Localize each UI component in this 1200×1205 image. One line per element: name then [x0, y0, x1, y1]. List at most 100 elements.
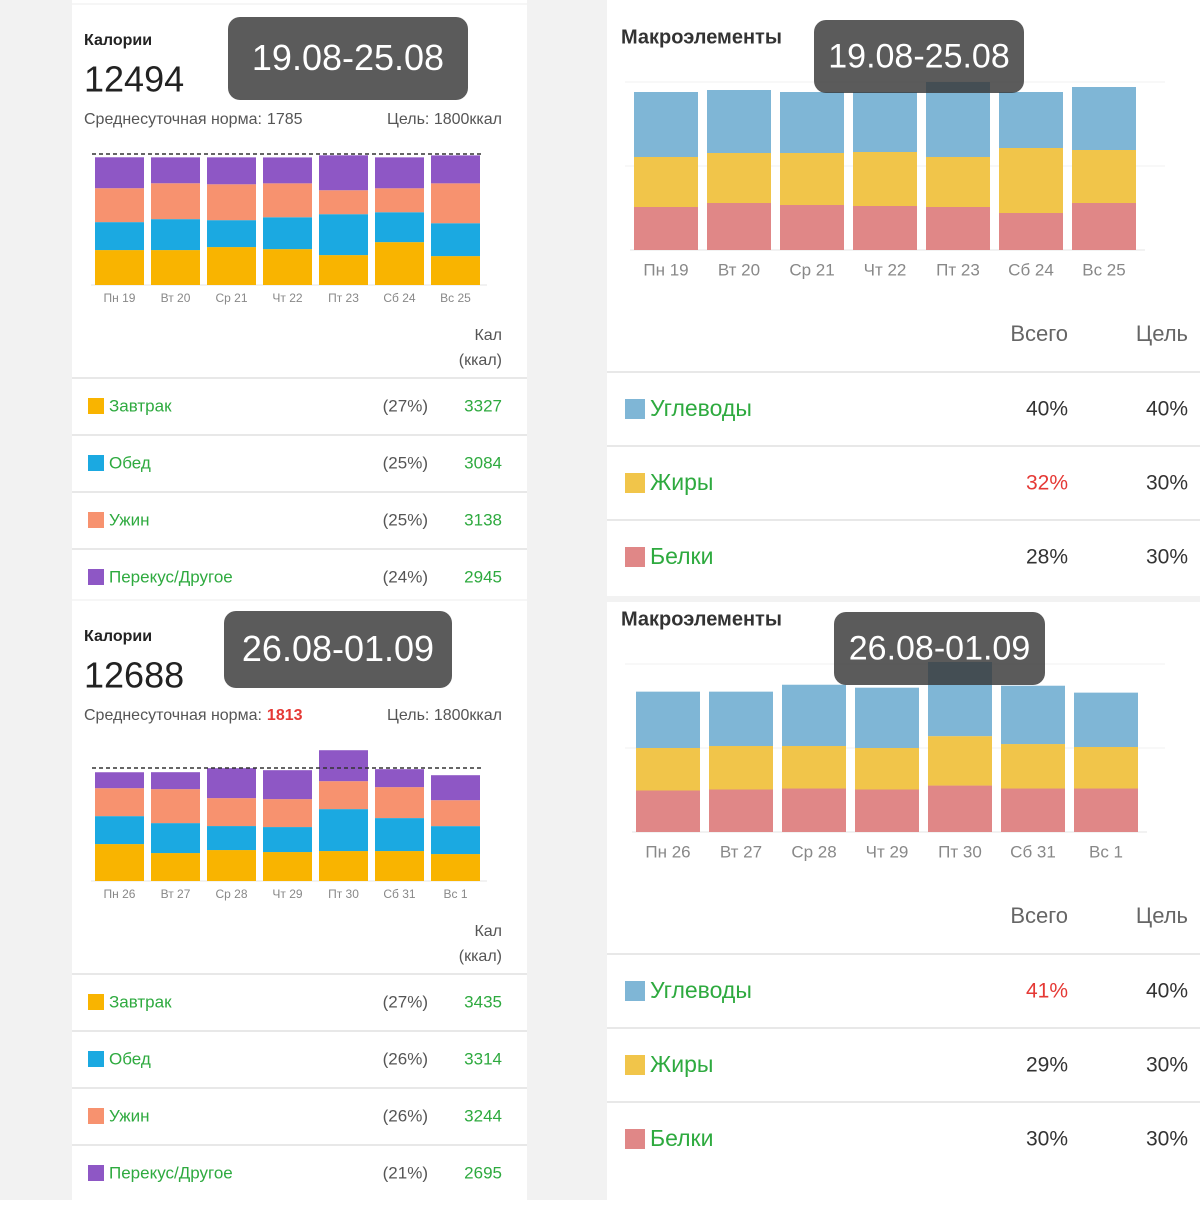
macro-total: 28% [1026, 546, 1068, 569]
bar-segment [95, 250, 144, 285]
x-tick-label: Пт 23 [328, 291, 359, 305]
bar-segment [151, 823, 200, 854]
bar-segment [855, 747, 919, 790]
column-header: (ккал) [459, 948, 502, 965]
bar-segment [375, 787, 424, 819]
legend-swatch [625, 473, 645, 493]
bar-segment [95, 788, 144, 817]
macro-name: Углеводы [650, 977, 752, 1003]
bar-segment [780, 153, 844, 205]
bar-segment [207, 157, 256, 185]
macro-target: 30% [1146, 1054, 1188, 1077]
goal-label: Цель: 1800ккал [387, 111, 502, 128]
bar-segment [263, 799, 312, 828]
goal-label: Цель: 1800ккал [387, 707, 502, 724]
bar-segment [95, 222, 144, 251]
bar-segment [1072, 87, 1136, 150]
bar-segment [1072, 150, 1136, 203]
bar-segment [151, 772, 200, 790]
bar-segment [1074, 788, 1138, 832]
bar-segment [319, 255, 368, 285]
meal-name: Завтрак [109, 396, 172, 415]
bar-segment [95, 816, 144, 845]
macro-name: Жиры [650, 1051, 713, 1077]
bar-segment [853, 92, 917, 152]
bar-segment [634, 207, 698, 250]
bar-segment [263, 770, 312, 800]
macro-target: 30% [1146, 1128, 1188, 1151]
bar-segment [1074, 747, 1138, 789]
bar-segment [636, 790, 700, 832]
legend-swatch [625, 1129, 645, 1149]
bar-segment [709, 746, 773, 790]
meal-name: Завтрак [109, 992, 172, 1011]
x-tick-label: Пт 23 [936, 260, 980, 279]
meal-share: (26%) [383, 1049, 428, 1068]
meal-value: 2695 [464, 1163, 502, 1182]
bar-segment [431, 775, 480, 801]
avg-label: Среднесуточная норма: [84, 111, 262, 128]
x-tick-label: Вс 1 [1089, 842, 1123, 861]
date-badge-text: 19.08-25.08 [252, 37, 444, 78]
bar-segment [375, 818, 424, 852]
macro-name: Жиры [650, 469, 713, 495]
bar-segment [151, 250, 200, 285]
column-header: Цель [1136, 903, 1188, 928]
legend-swatch [88, 1165, 104, 1181]
bar-segment [707, 90, 771, 153]
legend-swatch [88, 398, 104, 414]
bar-segment [634, 157, 698, 207]
macro-total: 30% [1026, 1128, 1068, 1151]
bar-segment [375, 851, 424, 881]
x-tick-label: Чт 22 [864, 260, 907, 279]
x-tick-label: Сб 31 [383, 887, 416, 901]
x-tick-label: Чт 29 [866, 842, 909, 861]
meal-share: (21%) [383, 1163, 428, 1182]
macro-total: 29% [1026, 1054, 1068, 1077]
meal-value: 3314 [464, 1049, 502, 1068]
bar-segment [207, 247, 256, 285]
x-tick-label: Ср 28 [215, 887, 247, 901]
macro-name: Белки [650, 1125, 713, 1151]
calories-label: Калории [84, 32, 152, 49]
date-badge-text: 26.08-01.09 [849, 629, 1031, 667]
bar-segment [375, 188, 424, 213]
x-tick-label: Пн 19 [104, 291, 136, 305]
bar-segment [782, 684, 846, 747]
bar-segment [707, 203, 771, 250]
macro-target: 30% [1146, 546, 1188, 569]
meal-value: 3435 [464, 992, 502, 1011]
date-badge-text: 26.08-01.09 [242, 628, 434, 669]
meal-share: (27%) [383, 396, 428, 415]
bar-segment [855, 687, 919, 748]
x-tick-label: Вт 20 [161, 291, 191, 305]
avg-label: Среднесуточная норма: [84, 707, 262, 724]
bar-segment [207, 850, 256, 881]
legend-swatch [88, 569, 104, 585]
bar-segment [151, 219, 200, 251]
x-tick-label: Вт 27 [161, 887, 191, 901]
meal-name: Ужин [109, 510, 150, 529]
bar-segment [853, 152, 917, 206]
meal-name: Обед [109, 1049, 151, 1068]
bar-segment [431, 183, 480, 224]
column-header: Кал [474, 327, 502, 344]
bar-segment [95, 772, 144, 789]
meal-value: 2945 [464, 567, 502, 586]
bar-segment [319, 781, 368, 810]
x-tick-label: Пт 30 [328, 887, 359, 901]
x-tick-label: Пн 26 [104, 887, 136, 901]
date-badge [834, 612, 1045, 685]
macro-target: 30% [1146, 472, 1188, 495]
macro-name: Углеводы [650, 395, 752, 421]
meal-name: Перекус/Другое [109, 1163, 233, 1182]
bar-segment [319, 190, 368, 215]
bar-segment [263, 852, 312, 881]
x-tick-label: Пт 30 [938, 842, 982, 861]
macro-target: 40% [1146, 398, 1188, 421]
macro-title: Макроэлементы [621, 608, 782, 630]
bar-segment [263, 249, 312, 285]
bar-segment [263, 827, 312, 853]
bar-segment [151, 853, 200, 881]
bar-segment [782, 788, 846, 832]
